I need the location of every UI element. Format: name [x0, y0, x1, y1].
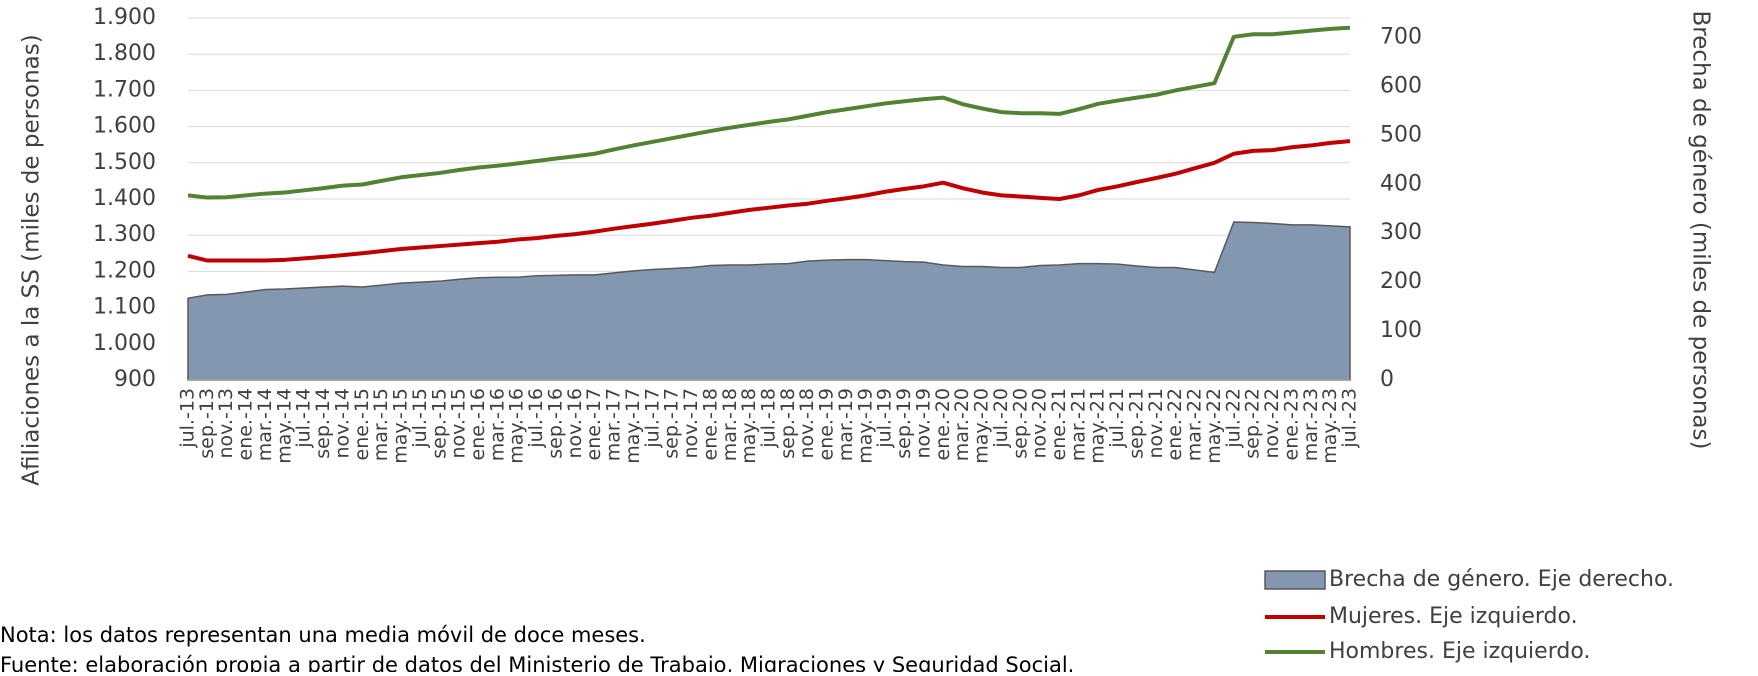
x-tick-label: ene.-17 [583, 388, 605, 461]
x-tick-label: jul.-16 [525, 388, 547, 449]
x-tick-label: sep.-17 [661, 388, 683, 459]
y-tick-label: 1.600 [93, 114, 156, 139]
y2-tick-label: 100 [1380, 318, 1422, 343]
y-axis-title: Afiliaciones a la SS (miles de personas) [19, 34, 45, 486]
x-tick-label: jul.-20 [990, 388, 1012, 449]
x-tick-label: nov.-15 [448, 388, 470, 459]
note: Nota: los datos representan una media mó… [0, 623, 646, 647]
y2-axis-title: Brecha de género (miles de personas) [1688, 11, 1714, 450]
x-tick-label: sep.-22 [1242, 388, 1264, 459]
source: Fuente: elaboración propia a partir de d… [0, 653, 1074, 672]
x-tick-label: sep.-18 [777, 388, 799, 459]
x-tick-label: mar.-20 [951, 388, 973, 461]
x-tick-label: sep.-20 [1009, 388, 1031, 459]
x-tick-label: ene.-21 [1048, 388, 1070, 461]
y-tick-label: 1.200 [93, 258, 156, 283]
x-tick-label: nov.-20 [1029, 388, 1051, 459]
x-tick-label: mar.-15 [370, 388, 392, 461]
x-tick-label: mar.-23 [1300, 388, 1322, 461]
x-tick-label: mar.-18 [719, 388, 741, 461]
x-tick-label: nov.-16 [564, 388, 586, 459]
x-tick-label: may.-19 [854, 388, 876, 464]
legend-label: Brecha de género. Eje derecho. [1329, 567, 1674, 592]
x-tick-label: jul.-23 [1339, 388, 1361, 449]
x-tick-label: ene.-22 [1164, 388, 1186, 461]
x-tick-label: may.-15 [390, 388, 412, 464]
y2-tick-label: 0 [1380, 367, 1394, 392]
x-tick-label: jul.-14 [293, 388, 315, 449]
x-tick-label: jul.-22 [1222, 388, 1244, 449]
y-tick-label: 1.800 [93, 41, 156, 66]
x-tick-label: may.-22 [1203, 388, 1225, 464]
y-tick-label: 1.300 [93, 222, 156, 247]
x-tick-label: sep.-21 [1125, 388, 1147, 459]
y-tick-label: 1.500 [93, 150, 156, 175]
x-tick-label: mar.-22 [1184, 388, 1206, 461]
x-tick-label: sep.-14 [312, 388, 334, 459]
x-tick-label: jul.-18 [758, 388, 780, 449]
x-tick-label: ene.-16 [467, 388, 489, 461]
x-tick-label: nov.-17 [680, 388, 702, 459]
x-tick-label: may.-23 [1319, 388, 1341, 464]
x-tick-label: sep.-15 [428, 388, 450, 459]
x-tick-label: jul.-19 [874, 388, 896, 449]
legend-label: Hombres. Eje izquierdo. [1329, 639, 1590, 664]
x-tick-label: may.-14 [273, 388, 295, 464]
x-tick-label: mar.-19 [835, 388, 857, 461]
x-tick-label: ene.-20 [932, 388, 954, 461]
x-tick-label: sep.-13 [196, 388, 218, 459]
x-tick-label: may.-20 [971, 388, 993, 464]
y2-tick-label: 400 [1380, 171, 1422, 196]
x-tick-label: mar.-21 [1067, 388, 1089, 461]
area [187, 221, 1351, 381]
x-tick-label: ene.-23 [1280, 388, 1302, 461]
x-tick-label: may.-16 [506, 388, 528, 464]
y-tick-label: 900 [114, 367, 156, 392]
x-tick-label: ene.-14 [235, 388, 257, 461]
y-tick-label: 1.000 [93, 331, 156, 356]
x-tick-label: jul.-13 [177, 388, 199, 449]
x-tick-label: mar.-16 [486, 388, 508, 461]
x-tick-label: nov.-19 [912, 388, 934, 459]
line [187, 25, 1351, 200]
y2-tick-label: 600 [1380, 73, 1422, 98]
y-tick-label: 1.400 [93, 186, 156, 211]
y-tick-label: 1.100 [93, 295, 156, 320]
x-tick-label: nov.-22 [1261, 388, 1283, 459]
x-tick-label: ene.-19 [816, 388, 838, 461]
legend-label: Mujeres. Eje izquierdo. [1329, 604, 1578, 629]
x-tick-label: nov.-14 [331, 388, 353, 459]
y-tick-label: 1.700 [93, 77, 156, 102]
line [187, 139, 1351, 263]
x-tick-label: may.-21 [1087, 388, 1109, 464]
x-tick-label: nov.-13 [215, 388, 237, 459]
y2-tick-label: 300 [1380, 220, 1422, 245]
x-tick-label: mar.-14 [254, 388, 276, 461]
x-tick-label: jul.-15 [409, 388, 431, 449]
x-tick-label: jul.-17 [641, 388, 663, 449]
x-tick-label: jul.-21 [1106, 388, 1128, 449]
y2-tick-label: 200 [1380, 269, 1422, 294]
x-tick-label: mar.-17 [603, 388, 625, 461]
x-tick-label: may.-18 [738, 388, 760, 464]
x-tick-label: nov.-18 [796, 388, 818, 459]
y2-tick-label: 500 [1380, 122, 1422, 147]
legend-swatch [1264, 570, 1326, 590]
x-tick-label: nov.-21 [1145, 388, 1167, 459]
x-tick-label: sep.-19 [893, 388, 915, 459]
y-tick-label: 1.900 [93, 5, 156, 30]
y2-tick-label: 700 [1380, 25, 1422, 50]
x-tick-label: ene.-15 [351, 388, 373, 461]
x-tick-label: sep.-16 [544, 388, 566, 459]
x-tick-label: may.-17 [622, 388, 644, 464]
x-tick-label: ene.-18 [699, 388, 721, 461]
